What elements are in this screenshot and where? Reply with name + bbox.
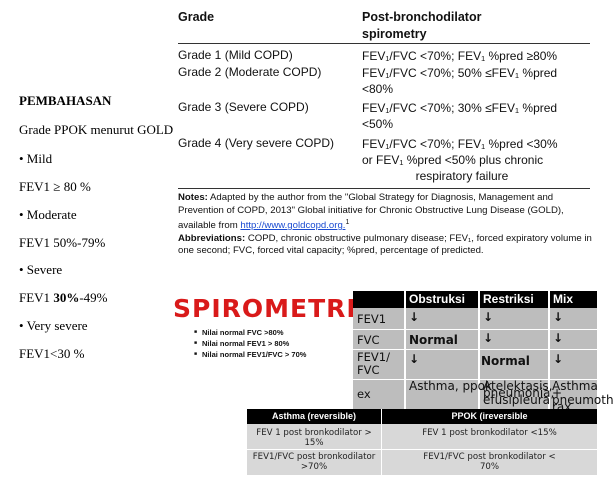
spiro-2-line-1: FEV₁/FVC <70%; 50% ≤FEV₁ %pred <box>362 66 558 80</box>
grade-moderate-label: • Moderate <box>19 207 77 222</box>
normal-label: Normal <box>409 333 458 347</box>
ob-header-blank <box>353 291 405 308</box>
ob-row-label-fev1-fvc: FEV1/ FVC <box>357 350 390 377</box>
ob-divider <box>404 291 406 409</box>
asthma-ppok-table: Asthma (reversible) PPOK (ireversible FE… <box>247 409 597 475</box>
spiro-4-line-2: or FEV₁ %pred <50% plus chronic <box>362 153 544 167</box>
grade-very-severe-label: • Very severe <box>19 318 88 333</box>
severe-prefix: FEV1 <box>19 290 54 305</box>
col-grade-header: Grade <box>178 10 215 24</box>
ap-divider <box>381 409 382 475</box>
ob-divider <box>478 291 480 409</box>
down-arrow-icon: ↓ <box>553 352 564 366</box>
ob-header-restriksi: Restriksi <box>479 291 549 308</box>
normal-label: Normal <box>481 354 530 368</box>
obstruction-table: Obstruksi Restriksi Mix FEV1 ↓ ↓ ↓ FVC N… <box>353 291 614 413</box>
ob-divider <box>548 291 550 409</box>
down-arrow-icon: ↓ <box>409 310 420 324</box>
severe-bold: 30% <box>53 290 80 305</box>
down-arrow-icon: ↓ <box>553 331 564 345</box>
spiro-row-2: FEV₁/FVC <70%; 50% ≤FEV₁ %pred <80% <box>362 65 592 97</box>
down-arrow-icon: ↓ <box>483 310 494 324</box>
abbrev-paragraph: Abbreviations: COPD, chronic obstructive… <box>178 233 594 258</box>
bullet-fev1: Nilai normal FEV1 > 80% <box>194 339 289 348</box>
ob-row-divider <box>353 329 597 330</box>
down-arrow-icon: ↓ <box>409 352 420 366</box>
spiro-3-line-2: <50% <box>362 117 394 131</box>
grade-row-2: Grade 2 (Moderate COPD) <box>178 65 322 79</box>
spiro-row-4: FEV₁/FVC <70%; FEV₁ %pred <30% or FEV₁ %… <box>362 136 592 184</box>
ap-header-ppok: PPOK (ireversible <box>382 409 597 424</box>
spiro-row-3: FEV₁/FVC <70%; 30% ≤FEV₁ %pred <50% <box>362 100 592 132</box>
grade-moderate-value: FEV1 50%-79% <box>19 235 106 250</box>
ap-asthma-fev1: FEV 1 post bronkodilator > 15% <box>256 428 372 448</box>
header-rule <box>178 43 590 44</box>
grade-severe-label: • Severe <box>19 262 63 277</box>
notes-paragraph: Notes: Adapted by the author from the "G… <box>178 192 594 233</box>
grade-mild-label: • Mild <box>19 151 53 166</box>
bullet-fev1-fvc: Nilai normal FEV1/FVC > 70% <box>194 350 306 359</box>
spiro-4-line-3: respiratory failure <box>415 169 509 183</box>
ap-asthma-ratio: FEV1/FVC post bronkodilator >70% <box>252 452 376 472</box>
ap-ppok-ratio: FEV1/FVC post bronkodilator < 70% <box>423 452 556 472</box>
down-arrow-icon: ↓ <box>483 331 494 345</box>
footer-rule <box>178 188 590 189</box>
grade-severe-value: FEV1 30%-49% <box>19 290 107 306</box>
notes-footnote: 1 <box>345 219 350 226</box>
abbrev-label: Abbreviations: <box>178 232 246 244</box>
ap-row-divider <box>247 449 597 450</box>
notes-subtitle: Grade PPOK menurut GOLD <box>19 122 174 137</box>
grade-row-4: Grade 4 (Very severe COPD) <box>178 136 335 150</box>
notes-label: Notes: <box>178 192 208 203</box>
grade-row-3: Grade 3 (Severe COPD) <box>178 100 309 114</box>
ap-header-asthma: Asthma (reversible) <box>247 409 381 424</box>
spiro-3-line-1: FEV₁/FVC <70%; 30% ≤FEV₁ %pred <box>362 101 558 115</box>
col-spiro-header-1: Post-bronchodilator <box>362 10 482 24</box>
severe-suffix: -49% <box>79 290 108 305</box>
goldcopd-link[interactable]: http://www.goldcopd.org. <box>240 220 346 232</box>
bullet-fvc: Nilai normal FVC >80% <box>194 328 283 337</box>
down-arrow-icon: ↓ <box>553 310 564 324</box>
ob-row-label-ex: ex <box>357 387 371 401</box>
abbrev-text: COPD, chronic obstructive pulmonary dise… <box>178 232 592 257</box>
ex-obstruksi: Asthma, ppok <box>409 379 492 393</box>
ex-restriksi: Atelektasis, pneumonia, efusipleura <box>483 379 555 407</box>
gold-notes: Notes: Adapted by the author from the "G… <box>178 192 594 258</box>
ex-mix: Asthma + pneumotho rax <box>552 379 614 414</box>
ap-ppok-fev1: FEV 1 post bronkodilator <15% <box>422 428 557 438</box>
notes-text: Adapted by the author from the "Global S… <box>178 192 564 232</box>
spiro-2-line-2: <80% <box>362 82 394 96</box>
ob-row-label-fev1: FEV1 <box>357 312 387 326</box>
notes-heading: PEMBAHASAN <box>19 93 112 108</box>
spirometri-title: SPIROMETRI <box>173 294 357 323</box>
ob-header-mix: Mix <box>549 291 597 308</box>
ob-header-obstruksi: Obstruksi <box>405 291 479 308</box>
ob-row-divider <box>353 349 597 350</box>
col-spiro-header-2: spirometry <box>362 27 427 41</box>
grade-mild-value: FEV1 ≥ 80 % <box>19 179 91 194</box>
spiro-4-line-1: FEV₁/FVC <70%; FEV₁ %pred <30% <box>362 137 558 151</box>
ob-row-label-fvc: FVC <box>357 333 380 347</box>
spiro-1-line-1: FEV₁/FVC <70%; FEV₁ %pred ≥80% <box>362 49 558 63</box>
grade-row-1: Grade 1 (Mild COPD) <box>178 48 293 62</box>
spiro-row-1: FEV₁/FVC <70%; FEV₁ %pred ≥80% <box>362 48 592 64</box>
grade-very-severe-value: FEV1<30 % <box>19 346 85 361</box>
ob-row-divider <box>353 379 597 380</box>
